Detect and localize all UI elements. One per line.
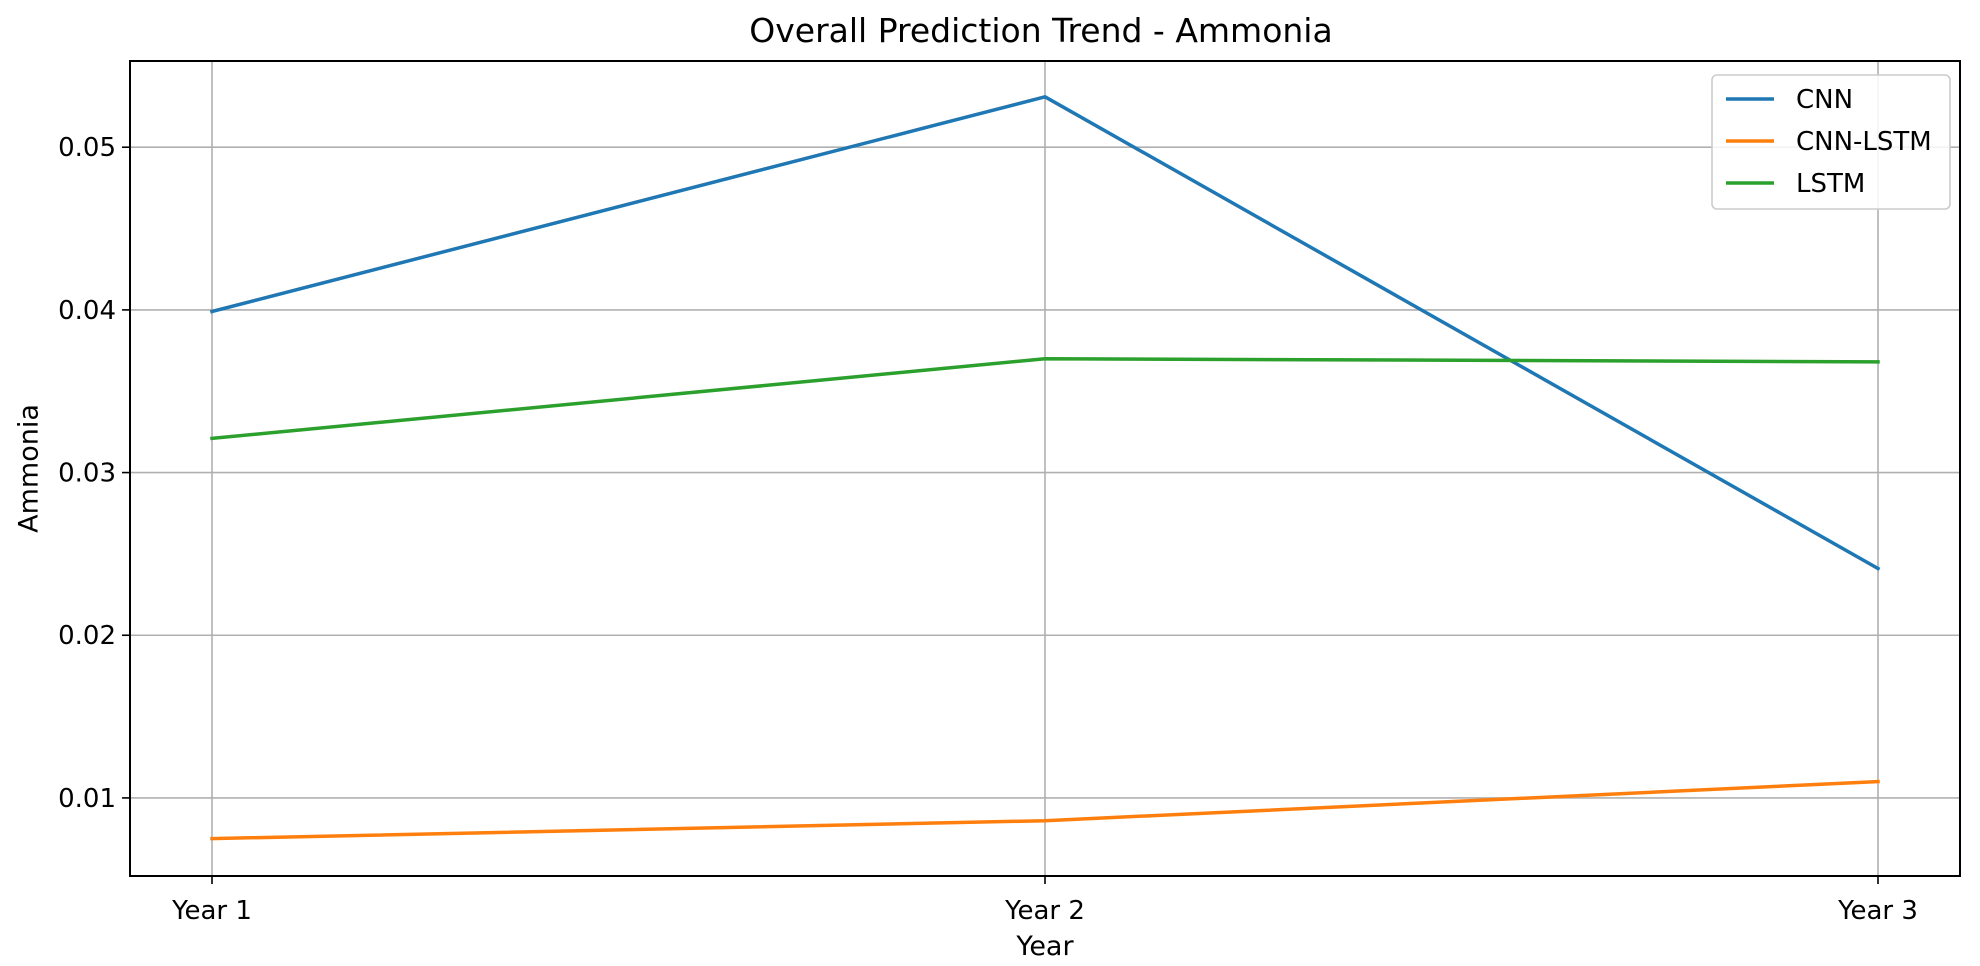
legend-label-cnn: CNN bbox=[1796, 85, 1853, 115]
series-line-cnn bbox=[209, 95, 1881, 571]
y-axis-label: Ammonia bbox=[13, 404, 44, 533]
grid-lines bbox=[130, 61, 1960, 876]
legend-box bbox=[1711, 74, 1951, 210]
x-tick-label: Year 2 bbox=[1004, 896, 1085, 926]
y-tick-label: 0.05 bbox=[58, 133, 116, 163]
x-tick-label: Year 1 bbox=[171, 896, 252, 926]
series-line-cnn-lstm bbox=[210, 779, 1880, 841]
legend: CNN CNN-LSTM LSTM bbox=[1711, 74, 1951, 210]
y-tick-label: 0.01 bbox=[58, 784, 116, 814]
chart-title: Overall Prediction Trend - Ammonia bbox=[749, 11, 1332, 50]
series-line-lstm bbox=[210, 356, 1880, 441]
x-axis-label: Year bbox=[1015, 931, 1074, 962]
legend-label-cnn-lstm: CNN-LSTM bbox=[1796, 127, 1932, 157]
axis-ticks: Year 1 Year 2 Year 3 0.01 0.02 0.03 0.04 0.05 bbox=[58, 133, 1918, 926]
y-tick-label: 0.04 bbox=[58, 296, 116, 326]
y-tick-label: 0.03 bbox=[58, 459, 116, 489]
x-tick-label: Year 3 bbox=[1837, 896, 1918, 926]
legend-label-lstm: LSTM bbox=[1796, 169, 1865, 199]
y-tick-label: 0.02 bbox=[58, 621, 116, 651]
series-lines bbox=[209, 95, 1881, 841]
